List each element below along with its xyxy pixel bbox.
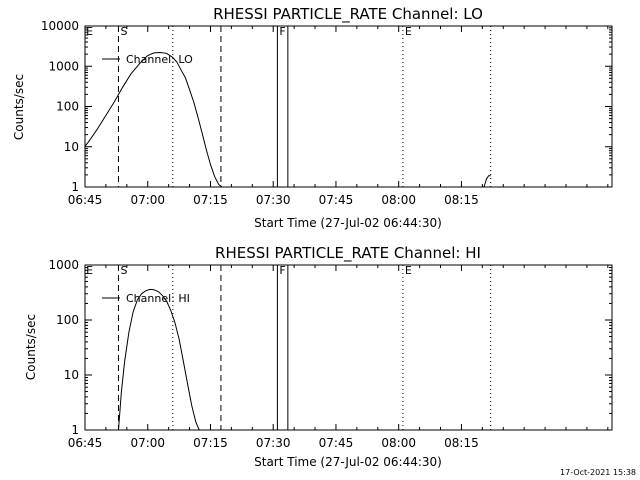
plot-frame bbox=[84, 264, 613, 431]
chart-title: RHESSI PARTICLE_RATE Channel: HI bbox=[215, 244, 481, 263]
y-tick-label: 1000 bbox=[48, 59, 79, 73]
x-tick-label: 07:15 bbox=[193, 193, 228, 207]
x-tick-label: 07:45 bbox=[319, 436, 354, 450]
y-tick-label: 10 bbox=[64, 368, 79, 382]
x-tick-label: 06:45 bbox=[68, 436, 103, 450]
event-marker-label: F bbox=[279, 264, 285, 277]
x-tick-label: 08:15 bbox=[444, 193, 479, 207]
x-tick-label: 08:15 bbox=[444, 436, 479, 450]
event-marker-label: S bbox=[120, 25, 127, 38]
x-tick-label: 07:45 bbox=[319, 193, 354, 207]
y-tick-label: 10 bbox=[64, 140, 79, 154]
legend: Channel: HI bbox=[102, 292, 190, 305]
timestamp: 17-Oct-2021 15:38 bbox=[560, 468, 636, 477]
x-tick-label: 07:00 bbox=[130, 193, 165, 207]
y-tick-label: 1 bbox=[71, 423, 79, 437]
event-marker-label: E bbox=[86, 25, 93, 38]
event-marker-label: E bbox=[86, 264, 93, 277]
y-axis-label: Counts/sec bbox=[24, 314, 38, 380]
y-axis-label: Counts/sec bbox=[12, 74, 26, 140]
x-tick-label: 07:30 bbox=[256, 436, 291, 450]
legend-label: Channel: LO bbox=[126, 53, 193, 66]
plot-frame bbox=[84, 25, 613, 188]
event-marker-label: E bbox=[405, 25, 412, 38]
x-tick-label: 07:00 bbox=[130, 436, 165, 450]
legend: Channel: LO bbox=[102, 53, 193, 66]
panel-lo: RHESSI PARTICLE_RATE Channel: LO Counts/… bbox=[12, 5, 613, 230]
panel-hi: RHESSI PARTICLE_RATE Channel: HI Counts/… bbox=[24, 244, 613, 469]
x-tick-label: 07:30 bbox=[256, 193, 291, 207]
x-axis-label: Start Time (27-Jul-02 06:44:30) bbox=[254, 455, 442, 469]
x-axis-label: Start Time (27-Jul-02 06:44:30) bbox=[254, 216, 442, 230]
x-tick-label: 08:00 bbox=[381, 193, 416, 207]
event-marker-label: E bbox=[405, 264, 412, 277]
x-tick-label: 08:00 bbox=[381, 436, 416, 450]
y-tick-label: 1000 bbox=[48, 258, 79, 272]
chart-title: RHESSI PARTICLE_RATE Channel: LO bbox=[213, 5, 483, 24]
series-line bbox=[84, 51, 223, 188]
y-tick-label: 1 bbox=[71, 180, 79, 194]
y-tick-label: 100 bbox=[56, 100, 79, 114]
series-line bbox=[118, 288, 200, 431]
y-tick-label: 10000 bbox=[41, 19, 79, 33]
legend-label: Channel: HI bbox=[126, 292, 190, 305]
series-line bbox=[483, 175, 491, 188]
x-tick-label: 07:15 bbox=[193, 436, 228, 450]
event-marker-label: F bbox=[279, 25, 285, 38]
y-tick-label: 100 bbox=[56, 313, 79, 327]
x-tick-label: 06:45 bbox=[68, 193, 103, 207]
event-marker-label: S bbox=[120, 264, 127, 277]
